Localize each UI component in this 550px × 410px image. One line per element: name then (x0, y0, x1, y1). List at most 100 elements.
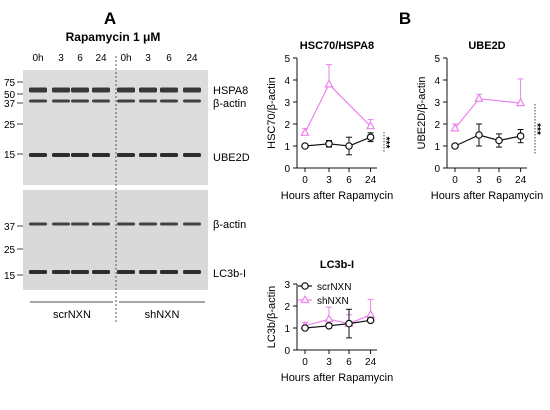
actin-band-lower (71, 222, 89, 226)
lc3b-band (183, 270, 201, 274)
data-point-shNXN (474, 93, 484, 102)
x-axis-label: Hours after Rapamycin (431, 190, 544, 202)
lower-membrane (23, 190, 208, 290)
mw-label: 15 (4, 271, 16, 282)
mw-label: 37 (4, 99, 16, 110)
data-point-scrNXN (366, 133, 375, 142)
mw-label: 15 (4, 150, 16, 161)
ube2d-band (71, 153, 89, 157)
data-point-scrNXN (345, 319, 353, 328)
x-axis-label: Hours after Rapamycin (281, 372, 394, 384)
actin-band-upper (52, 99, 70, 103)
chart-lc3b: LC3b-I 0 1 2 3 0 3 6 24 Hours after Rapamycin LC3b… (266, 259, 393, 384)
data-point-shNXN (300, 127, 310, 136)
x-axis-label: Hours after Rapamycin (281, 190, 394, 202)
lc3b-band (71, 270, 89, 274)
hspa8-band (117, 87, 135, 93)
data-point-scrNXN (301, 142, 309, 150)
actin-band-lower (92, 222, 110, 226)
band-label: LC3b-I (213, 268, 246, 280)
ube2d-band (160, 153, 178, 157)
y-tick-label: 3 (284, 98, 290, 109)
actin-band-lower (52, 222, 70, 226)
series-line-shNXN (304, 83, 372, 134)
legend-label: scrNXN (317, 282, 351, 293)
legend-label: shNXN (317, 296, 349, 307)
mw-label: 25 (4, 120, 16, 131)
data-point-shNXN (450, 123, 460, 132)
actin-band-upper (183, 99, 201, 103)
data-point-shNXN (365, 309, 376, 318)
ube2d-band (183, 153, 201, 157)
ube2d-band (52, 153, 70, 157)
lane-label: 6 (77, 53, 83, 64)
lc3b-band (92, 270, 110, 274)
chart-ube2d: UBE2D 0 1 2 3 4 5 0 3 6 24 Hours after Rapamycin UBE… (416, 40, 543, 202)
lane-label: 24 (186, 53, 198, 64)
actin-band-lower (160, 222, 178, 226)
actin-band-lower (29, 222, 47, 226)
y-tick-label: 5 (434, 54, 440, 65)
lane-label: 0h (32, 53, 43, 64)
panel-label-b: B (399, 9, 411, 28)
data-point-scrNXN (325, 140, 333, 148)
actin-band-lower (183, 222, 201, 226)
lc3b-band (52, 270, 70, 274)
actin-band-upper (71, 99, 89, 103)
data-point-shNXN (324, 313, 334, 323)
treatment-label: Rapamycin 1 μM (66, 30, 161, 44)
y-tick-label: 2 (284, 302, 290, 313)
y-tick-label: 1 (284, 324, 290, 335)
mw-label: 37 (4, 222, 16, 233)
western-blot: Rapamycin 1 μM 0h 3 6 24 0h 3 6 24 755037251537… (4, 30, 250, 322)
x-tick-label: 6 (496, 175, 502, 186)
data-point-scrNXN (451, 142, 459, 150)
hspa8-band (52, 87, 70, 93)
lc3b-band (139, 270, 157, 274)
mw-label: 25 (4, 245, 16, 256)
band-label: UBE2D (213, 152, 250, 164)
data-point-shNXN (365, 120, 376, 130)
x-tick-label: 3 (326, 357, 332, 368)
chart-title: UBE2D (468, 40, 505, 52)
y-axis-label: UBE2D/β-actin (416, 77, 428, 150)
x-tick-label: 0 (302, 175, 308, 186)
x-tick-label: 6 (346, 175, 352, 186)
y-tick-label: 1 (434, 142, 440, 153)
chart-title: LC3b-I (320, 259, 354, 271)
data-point-scrNXN (345, 142, 353, 150)
series-line-scrNXN (304, 319, 371, 329)
y-tick-label: 4 (434, 76, 440, 87)
hspa8-band (92, 87, 110, 93)
y-tick-label: 0 (434, 164, 440, 175)
ube2d-band (29, 153, 47, 157)
lc3b-band (29, 270, 47, 274)
group-label-scr: scrNXN (53, 309, 91, 321)
actin-band-upper (160, 99, 178, 103)
mw-label: 50 (4, 90, 16, 101)
y-tick-label: 2 (434, 120, 440, 131)
hspa8-band (183, 87, 201, 93)
y-tick-label: 0 (284, 346, 290, 357)
data-point-shNXN (515, 97, 526, 107)
y-tick-label: 5 (284, 54, 290, 65)
band-label: HSPA8 (213, 85, 248, 97)
chart-title: HSC70/HSPA8 (300, 40, 374, 52)
significance-marker: *** (531, 123, 542, 135)
series-line-scrNXN (304, 136, 371, 147)
y-tick-label: 1 (284, 142, 290, 153)
data-point-scrNXN (475, 131, 483, 139)
y-axis-label: HSC70/β-actin (266, 77, 278, 149)
actin-band-upper (117, 99, 135, 103)
mw-label: 75 (4, 78, 16, 89)
lane-label: 3 (58, 53, 64, 64)
panel-label-a: A (104, 9, 116, 28)
y-tick-label: 3 (434, 98, 440, 109)
data-point-shNXN (324, 79, 334, 88)
x-tick-label: 0 (452, 175, 458, 186)
y-axis-label: LC3b/β-actin (266, 286, 278, 349)
lc3b-band (160, 270, 178, 274)
legend-marker-shNXN (300, 294, 310, 304)
